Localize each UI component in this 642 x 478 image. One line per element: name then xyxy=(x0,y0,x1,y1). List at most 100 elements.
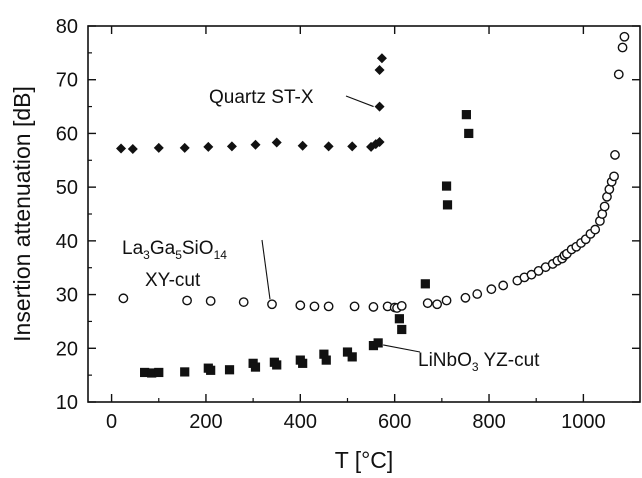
series-langasite-xy-cut xyxy=(118,31,630,313)
x-tick-label-600: 600 xyxy=(378,411,411,433)
annotation-linbo3-part2: YZ-cut xyxy=(479,350,541,371)
annotation-leaders xyxy=(261,95,421,353)
point-langasite-xy-cut-1 xyxy=(182,295,192,306)
annotation-langasite-cut: XY-cut xyxy=(145,270,201,291)
point-linbo3-yz-cut-13 xyxy=(319,349,329,359)
point-langasite-xy-cut-43 xyxy=(609,171,619,182)
point-quartz-st-x-13 xyxy=(374,137,385,148)
point-langasite-xy-cut-39 xyxy=(599,201,610,212)
point-linbo3-yz-cut-8 xyxy=(250,362,261,372)
point-quartz-st-x-9 xyxy=(323,141,334,152)
y-axis-ticks xyxy=(88,25,640,403)
plot-frame xyxy=(87,25,641,403)
point-langasite-xy-cut-45 xyxy=(613,69,624,80)
point-langasite-xy-cut-13 xyxy=(396,300,407,311)
point-langasite-xy-cut-18 xyxy=(472,289,483,299)
point-quartz-st-x-3 xyxy=(179,142,190,153)
point-linbo3-yz-cut-17 xyxy=(368,341,379,351)
annotation-linbo3-part1: LiNbO xyxy=(418,350,472,371)
point-linbo3-yz-cut-1 xyxy=(147,368,157,378)
annotation-linbo3-sub1: 3 xyxy=(472,360,479,374)
point-quartz-st-x-6 xyxy=(250,139,261,150)
x-axis-label: T [°C] xyxy=(335,447,394,473)
annotation-langasite-part3: SiO xyxy=(182,238,214,259)
point-linbo3-yz-cut-6 xyxy=(224,365,235,375)
y-tick-label-30: 30 xyxy=(56,285,78,307)
point-linbo3-yz-cut-19 xyxy=(394,314,404,324)
annotation-langasite: La3Ga5SiO14 xyxy=(122,238,227,262)
point-langasite-xy-cut-7 xyxy=(323,301,334,312)
point-quartz-st-x-14 xyxy=(374,101,385,112)
annotation-langasite-sub3: 14 xyxy=(214,248,228,262)
point-langasite-xy-cut-3 xyxy=(238,297,249,307)
annotation-langasite-sub1: 3 xyxy=(143,248,150,262)
point-quartz-st-x-15 xyxy=(374,65,385,76)
point-linbo3-yz-cut-15 xyxy=(342,347,353,357)
point-langasite-xy-cut-14 xyxy=(422,298,433,309)
point-langasite-xy-cut-44 xyxy=(610,150,620,160)
point-langasite-xy-cut-47 xyxy=(619,31,630,42)
y-tick-label-60: 60 xyxy=(56,123,78,145)
point-langasite-xy-cut-5 xyxy=(295,300,306,311)
y-axis-label: Insertion attenuation [dB] xyxy=(9,86,35,342)
point-quartz-st-x-5 xyxy=(226,141,237,152)
x-axis-tick-labels: 0 200 400 600 800 1000 xyxy=(106,411,606,433)
point-langasite-xy-cut-6 xyxy=(309,301,320,312)
point-linbo3-yz-cut-3 xyxy=(180,367,190,377)
point-langasite-xy-cut-19 xyxy=(486,284,497,295)
y-tick-label-50: 50 xyxy=(56,177,78,199)
y-tick-label-10: 10 xyxy=(56,392,78,414)
annotation-quartz-st-x: Quartz ST-X xyxy=(209,87,314,108)
point-linbo3-yz-cut-14 xyxy=(321,355,331,365)
x-tick-label-400: 400 xyxy=(284,411,317,433)
leader-quartz xyxy=(345,95,374,108)
point-linbo3-yz-cut-23 xyxy=(442,200,453,210)
point-linbo3-yz-cut-5 xyxy=(206,365,216,375)
series-quartz-st-x xyxy=(116,53,387,155)
point-linbo3-yz-cut-12 xyxy=(298,358,308,368)
point-linbo3-yz-cut-16 xyxy=(347,352,357,362)
y-tick-label-70: 70 xyxy=(56,70,78,92)
annotation-langasite-sub2: 5 xyxy=(175,248,182,262)
point-linbo3-yz-cut-25 xyxy=(464,128,474,139)
x-tick-label-200: 200 xyxy=(189,411,222,433)
point-linbo3-yz-cut-10 xyxy=(272,360,282,370)
x-tick-label-800: 800 xyxy=(472,411,505,433)
leader-langasite xyxy=(261,239,271,300)
point-langasite-xy-cut-4 xyxy=(267,299,277,310)
point-linbo3-yz-cut-0 xyxy=(140,367,150,378)
annotation-langasite-part2: Ga xyxy=(150,238,176,259)
point-langasite-xy-cut-15 xyxy=(432,299,443,310)
point-langasite-xy-cut-17 xyxy=(460,292,471,303)
y-tick-label-20: 20 xyxy=(56,338,78,360)
point-langasite-xy-cut-16 xyxy=(441,295,452,306)
point-linbo3-yz-cut-18 xyxy=(373,338,383,348)
x-tick-label-1000: 1000 xyxy=(561,411,606,433)
point-linbo3-yz-cut-2 xyxy=(154,367,164,378)
point-langasite-xy-cut-9 xyxy=(368,302,379,312)
point-quartz-st-x-16 xyxy=(376,53,387,64)
annotation-linbo3: LiNbO3 YZ-cut xyxy=(418,350,540,374)
point-langasite-xy-cut-2 xyxy=(205,296,216,306)
x-axis-ticks xyxy=(110,26,585,402)
point-langasite-xy-cut-8 xyxy=(349,301,360,312)
point-linbo3-yz-cut-24 xyxy=(461,110,471,120)
point-linbo3-yz-cut-20 xyxy=(397,324,407,335)
point-quartz-st-x-8 xyxy=(297,140,308,151)
point-langasite-xy-cut-20 xyxy=(498,280,509,291)
x-tick-label-0: 0 xyxy=(106,411,117,433)
point-quartz-st-x-0 xyxy=(116,143,127,154)
point-langasite-xy-cut-36 xyxy=(590,224,601,235)
point-quartz-st-x-1 xyxy=(127,144,138,155)
point-quartz-st-x-4 xyxy=(203,141,214,152)
point-langasite-xy-cut-46 xyxy=(617,42,628,53)
annotation-langasite-part1: La xyxy=(122,238,144,259)
leader-linbo3 xyxy=(383,344,421,353)
point-linbo3-yz-cut-21 xyxy=(420,279,430,289)
data-series xyxy=(116,31,630,378)
point-quartz-st-x-7 xyxy=(271,137,282,148)
y-tick-label-80: 80 xyxy=(56,16,78,38)
point-quartz-st-x-10 xyxy=(347,141,358,152)
point-quartz-st-x-2 xyxy=(153,142,164,153)
